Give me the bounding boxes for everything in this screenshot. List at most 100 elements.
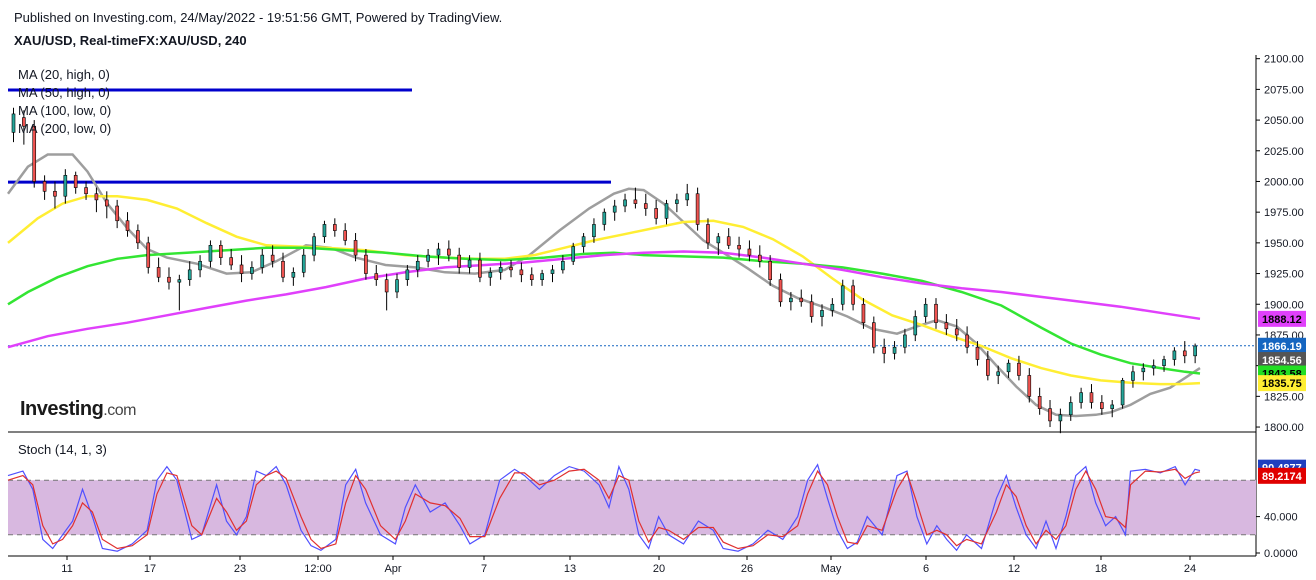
candle-body <box>478 259 482 278</box>
candle <box>167 267 171 290</box>
ma-legend-item: MA (200, low, 0) <box>18 121 112 136</box>
candle <box>73 171 78 194</box>
stoch-tick-label: 40.000 <box>1264 512 1298 524</box>
price-tick-label: 1950.00 <box>1264 238 1304 250</box>
candle-body <box>747 248 752 256</box>
price-pane-bg <box>8 55 1256 443</box>
candle-body <box>395 279 399 293</box>
candle-body <box>996 371 1000 376</box>
candle-body <box>239 264 244 274</box>
candle <box>1058 408 1063 434</box>
candle-body <box>986 359 990 376</box>
candle <box>1100 395 1104 415</box>
candle-body <box>73 175 78 188</box>
candle <box>799 289 804 307</box>
candle-body <box>457 254 462 268</box>
candle-body <box>1141 367 1146 373</box>
candle <box>415 255 420 278</box>
candle <box>747 240 752 262</box>
candle-body <box>447 248 451 256</box>
candle <box>934 298 938 329</box>
candle <box>726 228 731 249</box>
candle <box>353 233 358 262</box>
candle-body <box>799 297 804 303</box>
candle <box>1006 359 1011 378</box>
price-tag-bg <box>1258 375 1306 392</box>
candle <box>457 247 462 274</box>
candle-body <box>654 208 658 219</box>
candle <box>913 310 918 342</box>
candle <box>954 318 959 342</box>
candle-body <box>177 279 182 283</box>
candle <box>892 341 897 360</box>
symbol-header: XAU/USD, Real-timeFX:XAU/USD, 240 <box>14 33 247 48</box>
time-tick-label: 18 <box>1095 563 1107 575</box>
candle-body <box>1193 345 1197 357</box>
candle-body <box>32 125 37 182</box>
ma-line <box>7 246 1201 375</box>
candle <box>1068 396 1073 421</box>
candle <box>1162 355 1166 372</box>
ma-legend: MA (20, high, 0) MA (50, high, 0) MA (10… <box>18 66 111 138</box>
time-tick-label: 20 <box>653 563 665 575</box>
price-tick-label: 1900.00 <box>1264 299 1304 311</box>
price-tick-label: 2025.00 <box>1264 146 1304 158</box>
candle-body <box>778 279 783 303</box>
candle <box>270 245 275 268</box>
candle-body <box>104 199 109 207</box>
candle-body <box>581 236 586 247</box>
candle <box>581 233 586 253</box>
candle-body <box>415 260 420 271</box>
candle-body <box>94 193 99 201</box>
time-tick-label: 24 <box>1184 563 1196 575</box>
candle <box>239 255 244 283</box>
published-header: Published on Investing.com, 24/May/2022 … <box>14 10 503 25</box>
candle-body <box>716 236 721 244</box>
candle-body <box>726 236 731 246</box>
candle-body <box>1006 362 1011 373</box>
time-tick-label: 13 <box>564 563 576 575</box>
candle <box>675 193 679 213</box>
candle <box>757 245 762 268</box>
candle-body <box>260 254 265 268</box>
candle <box>1120 377 1125 409</box>
candle-body <box>426 254 430 262</box>
price-tag-label: 1835.75 <box>1262 378 1302 390</box>
candle <box>830 298 835 317</box>
candle <box>1172 347 1177 366</box>
time-tick-label: May <box>821 563 842 575</box>
candle <box>187 261 192 286</box>
time-tick-label: 12 <box>1008 563 1020 575</box>
time-tick-label: 23 <box>234 563 246 575</box>
candle <box>882 338 886 364</box>
candle-body <box>695 193 700 225</box>
candle-body <box>208 245 213 262</box>
candle <box>861 298 866 329</box>
candle <box>11 107 16 143</box>
candle <box>177 274 182 311</box>
candle <box>923 298 928 323</box>
candle <box>1089 384 1094 409</box>
candle-body <box>384 279 389 293</box>
candle <box>1027 368 1032 403</box>
candle-body <box>1162 359 1166 366</box>
candle-body <box>136 230 140 244</box>
candle-body <box>1089 392 1094 403</box>
candle-body <box>488 272 493 278</box>
candle <box>519 262 524 283</box>
candle-body <box>923 303 928 317</box>
candle <box>1037 387 1042 415</box>
candle <box>820 304 824 327</box>
candle <box>1110 400 1115 418</box>
candle <box>654 199 658 225</box>
candle <box>250 261 254 280</box>
ma-legend-item: MA (20, high, 0) <box>18 67 110 82</box>
time-tick-label: 6 <box>923 563 929 575</box>
candle <box>550 264 555 283</box>
stoch-band <box>8 480 1256 535</box>
candle <box>498 261 503 280</box>
candle <box>944 314 949 335</box>
candle <box>104 191 109 219</box>
candle-body <box>633 199 638 204</box>
